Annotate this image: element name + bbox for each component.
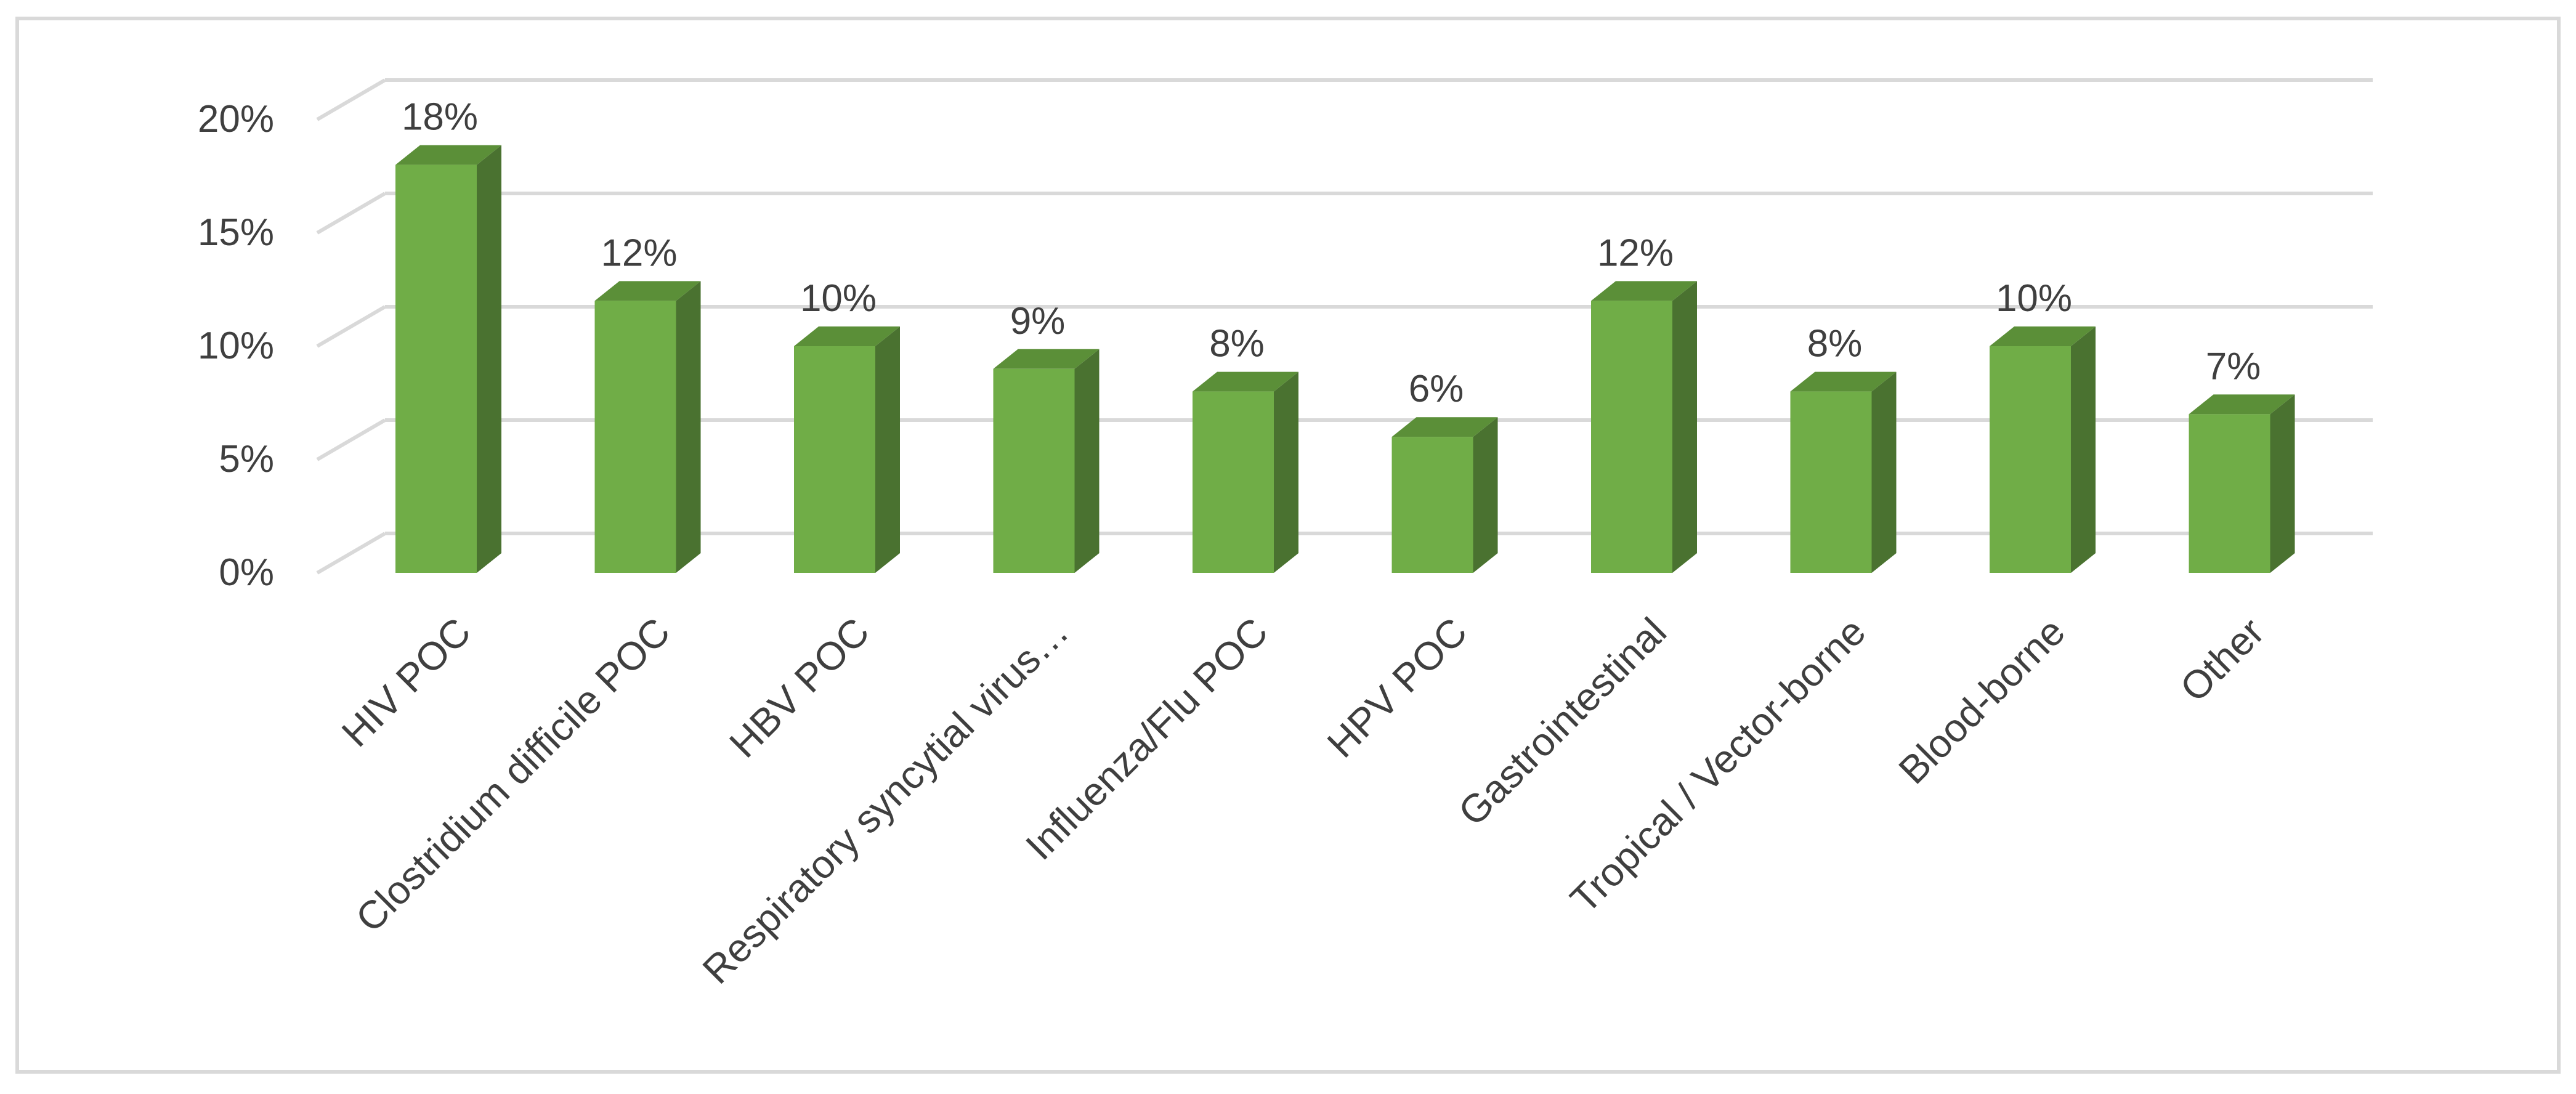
bars bbox=[395, 145, 2295, 573]
data-label: 8% bbox=[1209, 323, 1265, 365]
bar bbox=[1193, 371, 1298, 573]
bar bbox=[1391, 417, 1498, 573]
gridline bbox=[316, 78, 2373, 121]
data-label: 6% bbox=[1409, 368, 1464, 410]
data-label: 7% bbox=[2206, 345, 2261, 387]
data-label: 10% bbox=[800, 277, 877, 320]
y-tick-label: 0% bbox=[219, 551, 274, 594]
data-label: 12% bbox=[601, 232, 677, 274]
y-tick-label: 5% bbox=[219, 438, 274, 480]
data-label: 12% bbox=[1597, 232, 1674, 274]
bar bbox=[1591, 281, 1697, 573]
data-label: 10% bbox=[1996, 277, 2072, 320]
bar bbox=[794, 326, 900, 573]
bar bbox=[1790, 371, 1897, 573]
bar bbox=[594, 281, 701, 573]
y-tick-label: 20% bbox=[198, 98, 274, 140]
gridline bbox=[316, 192, 2373, 235]
bar bbox=[1990, 326, 2096, 573]
bar bbox=[2189, 394, 2295, 573]
data-label: 18% bbox=[402, 96, 478, 139]
y-tick-label: 15% bbox=[198, 211, 274, 254]
y-axis-tick-labels: 0% 5% 10% 15% 20% bbox=[198, 98, 274, 594]
gridline bbox=[316, 305, 2373, 348]
data-labels: 18% 12% 10% 9% 8% 6% 12% 8% 10% 7% bbox=[402, 96, 2261, 411]
y-tick-label: 10% bbox=[198, 325, 274, 367]
data-label: 9% bbox=[1010, 300, 1066, 342]
bar bbox=[993, 349, 1100, 573]
data-label: 8% bbox=[1807, 323, 1863, 365]
bar bbox=[395, 145, 501, 573]
